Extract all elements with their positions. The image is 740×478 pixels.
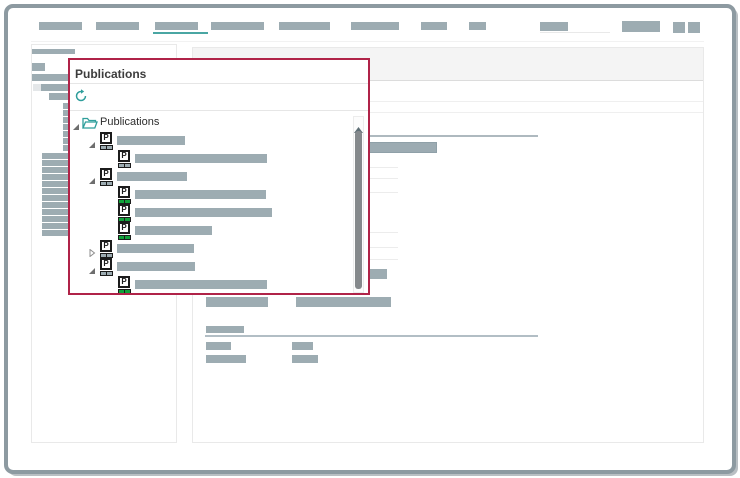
publication-icon: P (118, 221, 131, 240)
topbar-icon-button[interactable] (688, 22, 700, 33)
tree-item-row[interactable]: P (70, 131, 353, 150)
publication-icon: P (100, 257, 113, 276)
sidebar-item[interactable] (41, 84, 68, 91)
tree-root-label: Publications (100, 116, 160, 128)
popup-divider (70, 83, 368, 84)
tree-item-text[interactable] (117, 261, 195, 271)
row-divider (193, 112, 703, 113)
publication-icon: P (100, 239, 113, 258)
form-label (206, 342, 231, 350)
row-divider (193, 101, 703, 102)
form-label (206, 297, 268, 307)
top-menu (8, 8, 732, 44)
section-underline (205, 135, 538, 137)
publication-icon: P (118, 185, 131, 204)
search-input[interactable] (540, 21, 610, 33)
sidebar-item[interactable] (42, 174, 68, 180)
sidebar-item[interactable] (42, 209, 68, 215)
menu-item[interactable] (421, 22, 447, 30)
form-value (292, 342, 313, 350)
sidebar-item[interactable] (42, 195, 68, 201)
refresh-icon[interactable] (74, 89, 90, 105)
menu-item[interactable] (211, 22, 264, 30)
sidebar-item[interactable] (32, 49, 75, 54)
sidebar-item[interactable] (63, 138, 68, 144)
tree-item-text[interactable] (117, 243, 194, 253)
sidebar-item[interactable] (32, 63, 45, 71)
tree-item-row[interactable]: P (70, 149, 353, 168)
sidebar-item (33, 84, 41, 91)
open-folder-icon (82, 116, 98, 129)
sidebar-item[interactable] (63, 131, 68, 137)
tree-item-row[interactable]: P (70, 239, 353, 258)
app-window: Publications Publications P P P P P P P P P (4, 4, 736, 474)
active-tab-underline (153, 32, 208, 34)
topbar-button[interactable] (622, 21, 660, 32)
sidebar-item[interactable] (42, 216, 68, 222)
topbar-label (540, 22, 568, 31)
form-label (206, 326, 244, 333)
tree-item-row[interactable]: P (70, 185, 353, 204)
sidebar-item[interactable] (42, 202, 68, 208)
sidebar-item[interactable] (42, 223, 68, 229)
sidebar-item[interactable] (63, 103, 68, 109)
sidebar-item[interactable] (42, 153, 68, 159)
menu-item[interactable] (279, 22, 330, 30)
sidebar-item[interactable] (42, 181, 68, 187)
tree-item-row[interactable]: P (70, 203, 353, 222)
tree-item-text[interactable] (117, 171, 187, 181)
expanded-expander-icon[interactable] (88, 262, 96, 274)
popup-scrollbar[interactable] (353, 116, 364, 293)
publications-popup: Publications Publications P P P P P P P P P (68, 58, 370, 295)
menu-item[interactable] (155, 22, 198, 30)
tree-item-text[interactable] (135, 225, 212, 235)
popup-divider (70, 110, 368, 111)
sidebar-item[interactable] (49, 93, 68, 100)
publication-icon: P (118, 203, 131, 222)
tree-item-text[interactable] (135, 279, 267, 289)
tree-item-row[interactable]: P (70, 257, 353, 276)
form-value (296, 297, 391, 307)
menu-item[interactable] (96, 22, 139, 30)
expanded-expander-icon[interactable] (72, 118, 80, 130)
tree-item-row[interactable]: P (70, 167, 353, 186)
sidebar-item[interactable] (63, 110, 68, 116)
sidebar-item[interactable] (63, 117, 68, 123)
expanded-expander-icon[interactable] (88, 136, 96, 148)
scrollbar-thumb[interactable] (355, 131, 362, 289)
expanded-expander-icon[interactable] (88, 172, 96, 184)
sidebar-item[interactable] (42, 167, 68, 173)
form-value (292, 355, 318, 363)
form-section-divider (205, 335, 538, 337)
topbar-divider (31, 41, 704, 42)
sidebar-item[interactable] (42, 160, 68, 166)
tree-item-text[interactable] (135, 207, 272, 217)
sidebar-item[interactable] (32, 74, 68, 81)
publication-icon: P (118, 149, 131, 168)
form-label (206, 355, 246, 363)
publication-icon: P (118, 275, 131, 293)
tree-root-row[interactable]: Publications (70, 113, 353, 131)
collapsed-expander-icon[interactable] (88, 244, 96, 258)
tree-item-text[interactable] (117, 135, 185, 145)
tree-item-text[interactable] (135, 153, 267, 163)
scroll-up-icon[interactable] (354, 120, 363, 133)
menu-item[interactable] (351, 22, 399, 30)
tree-item-row[interactable]: P (70, 221, 353, 240)
sidebar-item[interactable] (63, 124, 68, 130)
publication-icon: P (100, 167, 113, 186)
tree-item-text[interactable] (135, 189, 266, 199)
sidebar-item[interactable] (63, 145, 68, 151)
menu-item[interactable] (39, 22, 82, 30)
sidebar-item[interactable] (42, 230, 68, 236)
publication-icon: P (100, 131, 113, 150)
menu-item[interactable] (469, 22, 486, 30)
topbar-icon-button[interactable] (673, 22, 685, 33)
publications-tree: Publications P P P P P P P P P (70, 113, 353, 293)
sidebar-item[interactable] (42, 188, 68, 194)
popup-title: Publications (75, 67, 147, 81)
tree-item-row[interactable]: P (70, 275, 353, 293)
